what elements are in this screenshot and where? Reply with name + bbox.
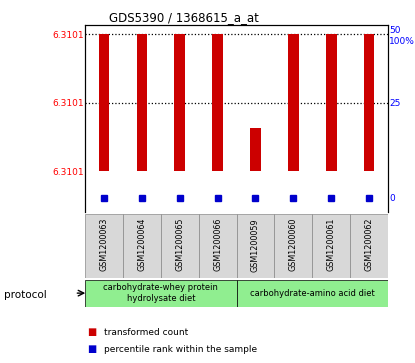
Text: transformed count: transformed count (104, 328, 188, 337)
Bar (212, 34, 223, 171)
Bar (161, 214, 199, 278)
Text: GSM1200062: GSM1200062 (365, 218, 374, 272)
Bar (288, 34, 299, 171)
Text: ■: ■ (87, 327, 96, 337)
Text: carbohydrate-amino acid diet: carbohydrate-amino acid diet (250, 289, 375, 298)
Bar (85, 280, 237, 307)
Text: percentile rank within the sample: percentile rank within the sample (104, 345, 257, 354)
Text: GDS5390 / 1368615_a_at: GDS5390 / 1368615_a_at (109, 11, 259, 24)
Bar (174, 34, 185, 171)
Text: carbohydrate-whey protein
hydrolysate diet: carbohydrate-whey protein hydrolysate di… (103, 284, 218, 303)
Text: GSM1200064: GSM1200064 (137, 218, 146, 272)
Bar (137, 34, 147, 171)
Text: GSM1200066: GSM1200066 (213, 218, 222, 272)
Bar (123, 214, 161, 278)
Text: GSM1200063: GSM1200063 (100, 218, 108, 272)
Text: ■: ■ (87, 344, 96, 354)
Bar (326, 34, 337, 171)
Text: protocol: protocol (4, 290, 47, 300)
Bar (312, 214, 350, 278)
Bar (237, 280, 388, 307)
Text: GSM1200059: GSM1200059 (251, 218, 260, 272)
Text: GSM1200065: GSM1200065 (175, 218, 184, 272)
Bar (199, 214, 237, 278)
Bar (85, 214, 123, 278)
Bar (99, 34, 109, 171)
Bar (274, 214, 312, 278)
Bar (350, 214, 388, 278)
Bar (250, 128, 261, 171)
Text: GSM1200060: GSM1200060 (289, 218, 298, 272)
Text: GSM1200061: GSM1200061 (327, 218, 336, 272)
Bar (237, 214, 274, 278)
Bar (364, 34, 374, 171)
